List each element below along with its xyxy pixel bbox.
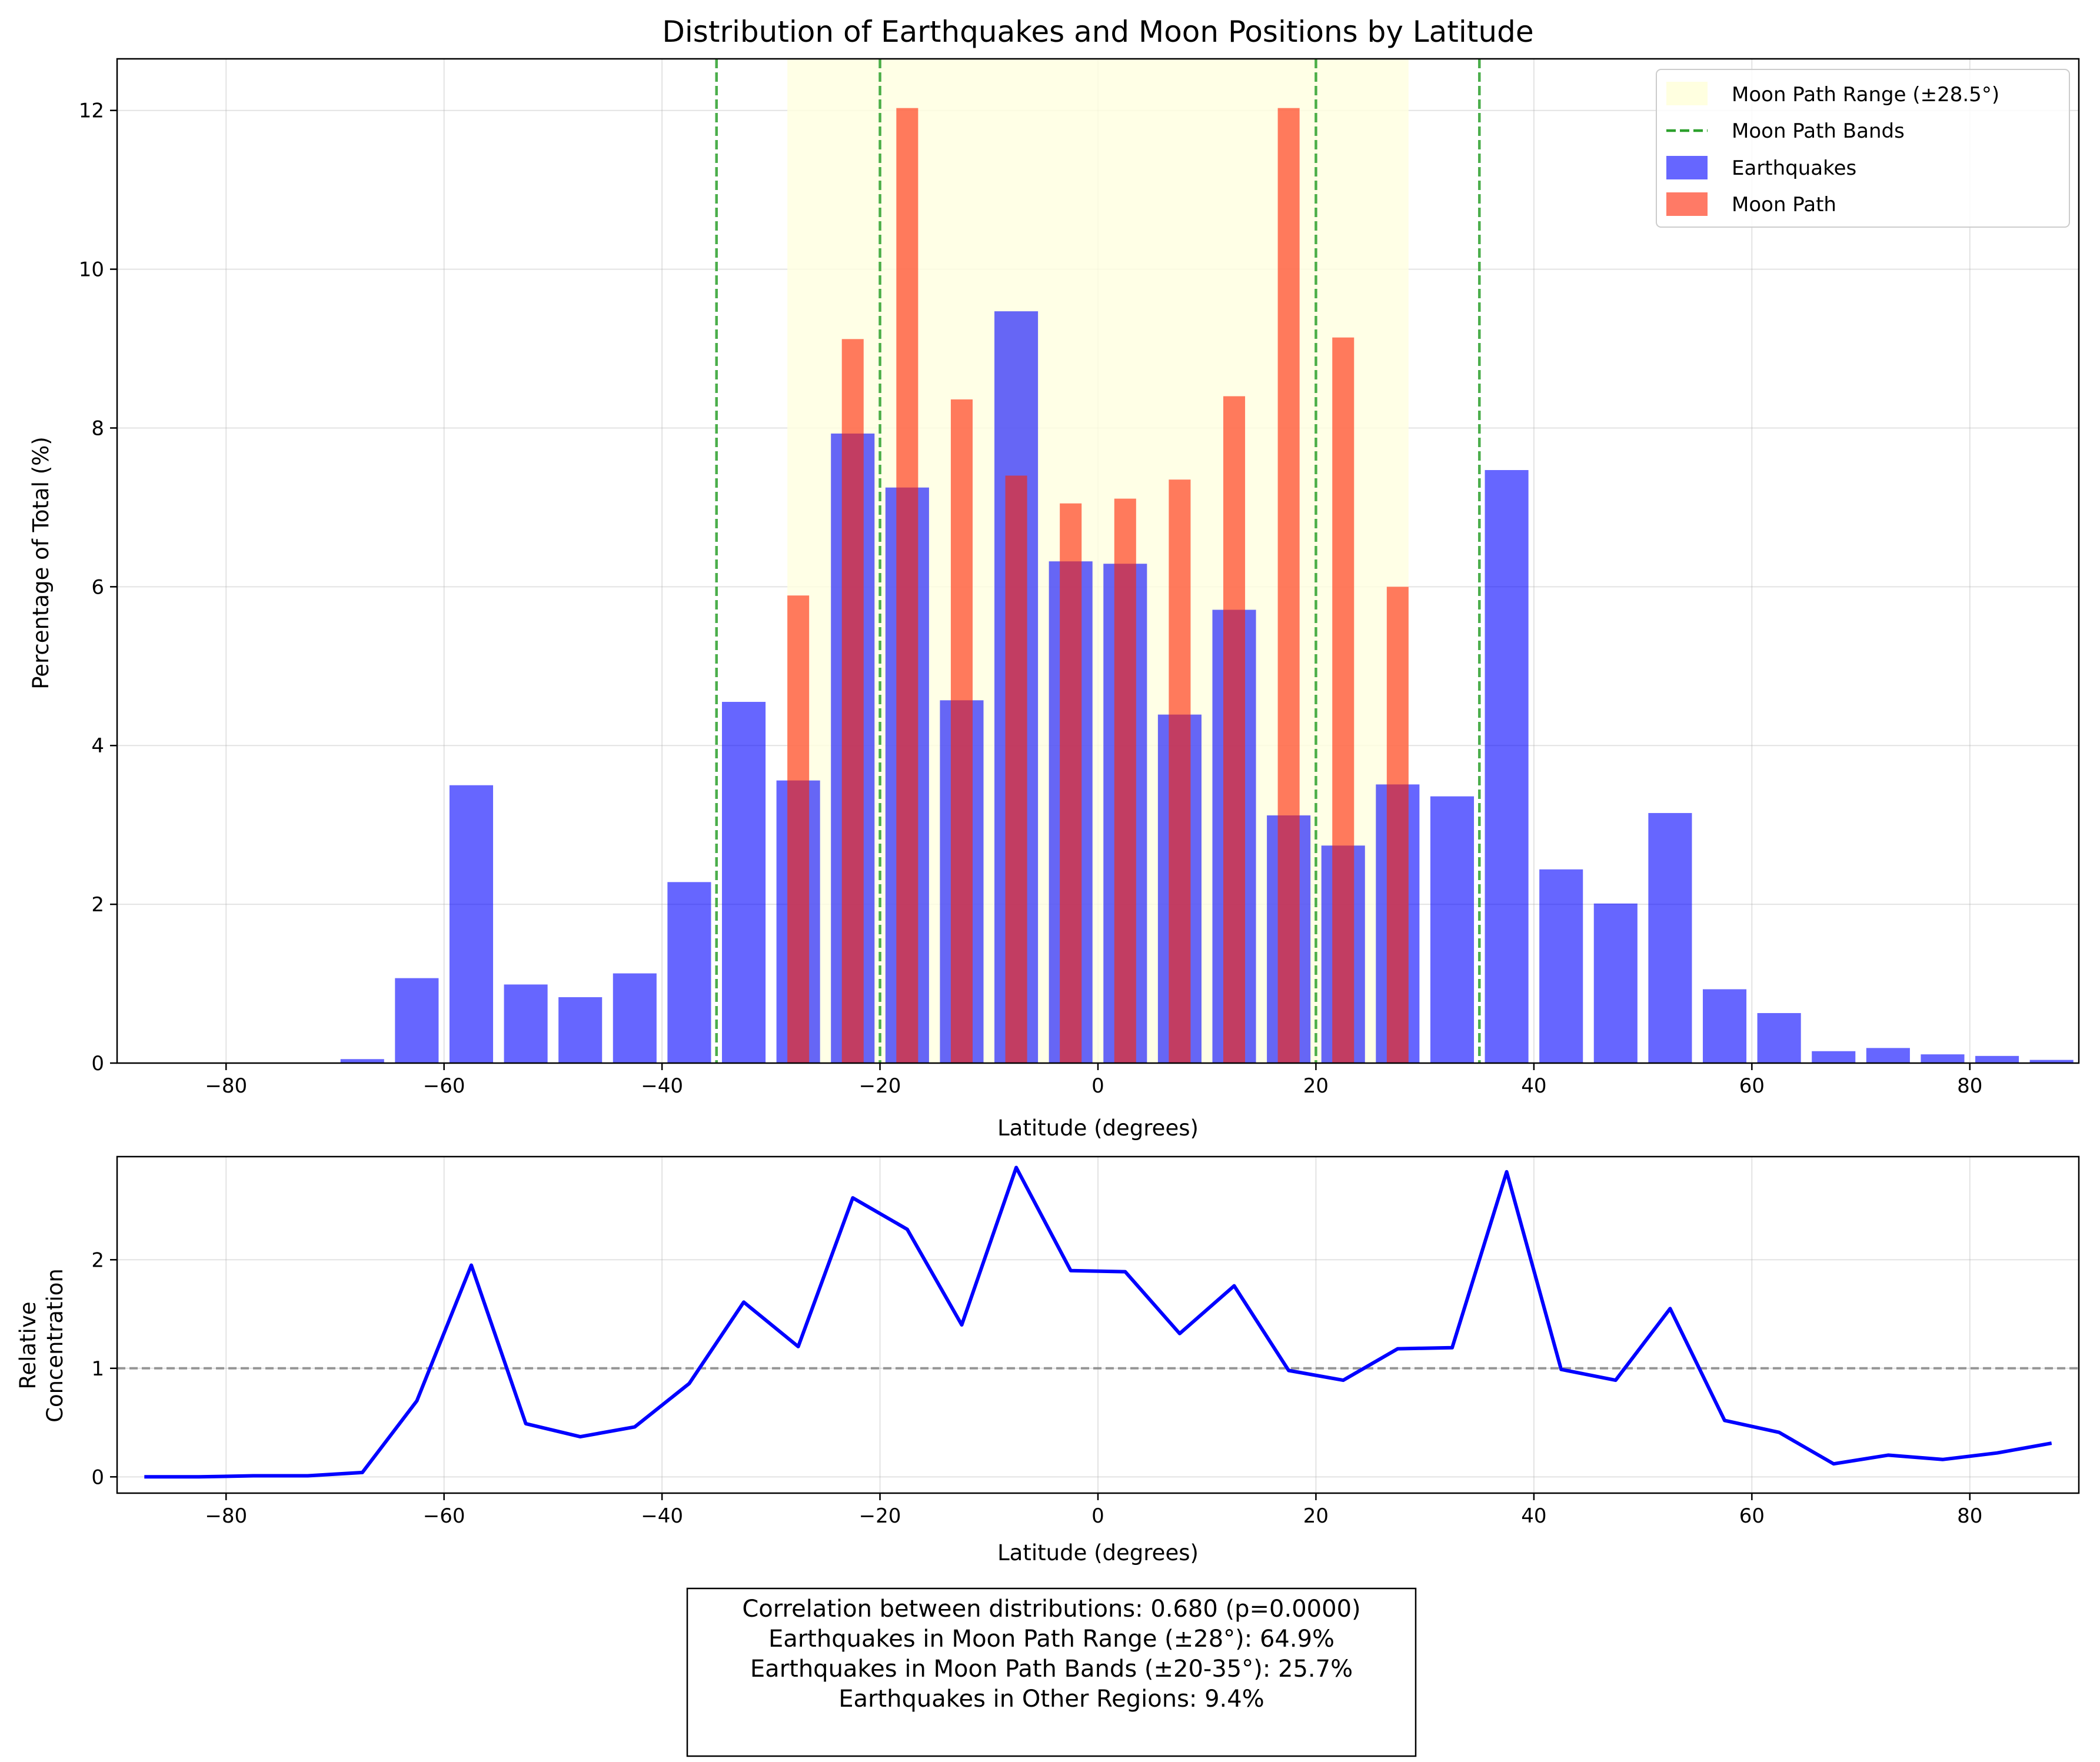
earthquake-bar	[558, 997, 603, 1063]
x-tick-label: −40	[641, 1504, 683, 1528]
earthquake-bar	[2029, 1060, 2074, 1063]
legend-swatch-moon-path	[1666, 192, 1708, 216]
x-tick-label: 80	[1957, 1504, 1982, 1528]
moon-path-bar	[1386, 587, 1409, 1063]
y-tick-label: 1	[91, 1357, 104, 1381]
stats-moon-path-range: Earthquakes in Moon Path Range (±28°): 6…	[768, 1626, 1334, 1653]
grid	[117, 1157, 2079, 1493]
y-tick-label: 6	[91, 575, 104, 599]
earthquake-bar	[449, 785, 494, 1063]
x-axis-label: Latitude (degrees)	[997, 1540, 1199, 1566]
moon-path-bar	[1169, 479, 1191, 1063]
stats-correlation: Correlation between distributions: 0.680…	[742, 1596, 1360, 1623]
legend-label-earthquakes: Earthquakes	[1732, 156, 1856, 180]
x-tick-label: −80	[205, 1074, 247, 1098]
legend-swatch-range	[1666, 82, 1708, 105]
earthquake-bar	[1921, 1054, 1965, 1063]
distribution-chart: Distribution of Earthquakes and Moon Pos…	[28, 15, 2080, 1141]
x-tick-label: 80	[1957, 1074, 1982, 1098]
stats-box: Correlation between distributions: 0.680…	[686, 1587, 1417, 1757]
x-tick-label: 0	[1091, 1504, 1104, 1528]
y-tick-label: 8	[91, 417, 104, 440]
legend-box	[1656, 69, 2070, 228]
y-tick-label: 0	[91, 1052, 104, 1075]
earthquake-bar	[1866, 1048, 1910, 1063]
moon-path-bar	[1277, 108, 1300, 1064]
moon-path-band-lines	[715, 59, 1481, 1063]
x-tick-label: 60	[1739, 1504, 1765, 1528]
earthquake-bar	[721, 702, 766, 1063]
earthquake-bar	[1539, 869, 1583, 1063]
x-tick-label: 60	[1739, 1074, 1765, 1098]
earthquake-bar	[1593, 903, 1638, 1063]
y-axis-ticks: 0 1 2	[91, 1248, 117, 1489]
moon-path-bar	[896, 108, 918, 1064]
x-tick-label: −60	[423, 1504, 465, 1528]
earthquake-bar	[1757, 1012, 1801, 1063]
moon-path-bar	[1114, 498, 1136, 1063]
earthquake-bar	[1702, 989, 1747, 1063]
stats-moon-path-bands: Earthquakes in Moon Path Bands (±20-35°)…	[750, 1656, 1353, 1683]
legend: Moon Path Range (±28.5°) Moon Path Bands…	[1656, 69, 2070, 228]
x-tick-label: −60	[423, 1074, 465, 1098]
x-tick-label: −80	[205, 1504, 247, 1528]
moon-path-bar	[841, 339, 864, 1063]
x-tick-label: 0	[1091, 1074, 1104, 1098]
x-tick-label: −20	[859, 1074, 901, 1098]
moon-path-bar	[1223, 396, 1246, 1063]
earthquake-bar	[1485, 469, 1529, 1063]
moon-path-bar	[1332, 337, 1354, 1064]
x-tick-label: 20	[1303, 1504, 1329, 1528]
earthquake-bar	[1648, 812, 1692, 1063]
earthquake-bar	[1430, 796, 1475, 1063]
moon-path-bars	[787, 108, 1409, 1064]
legend-swatch-earthquakes	[1666, 156, 1708, 179]
earthquake-bar	[340, 1059, 384, 1063]
x-axis-ticks: −80 −60 −40 −20 0 20 40 60 80	[205, 1493, 1982, 1528]
moon-path-bar	[787, 595, 810, 1063]
earthquake-bar	[613, 973, 657, 1063]
y-tick-label: 0	[91, 1465, 104, 1489]
stats-other-regions: Earthquakes in Other Regions: 9.4%	[838, 1686, 1264, 1713]
x-tick-label: −40	[641, 1074, 683, 1098]
x-tick-label: 40	[1521, 1074, 1546, 1098]
legend-label-bands: Moon Path Bands	[1732, 119, 1905, 143]
legend-label-moon-path: Moon Path	[1732, 193, 1836, 216]
legend-label-range: Moon Path Range (±28.5°)	[1732, 83, 1999, 106]
y-tick-label: 2	[91, 1248, 104, 1272]
moon-path-bar	[950, 399, 973, 1063]
moon-path-bar	[1005, 475, 1027, 1063]
relative-concentration-chart: −80 −60 −40 −20 0 20 40 60 80 0 1 2 Latitude (degr…	[15, 1155, 2080, 1566]
concentration-line	[144, 1165, 2052, 1479]
x-tick-label: −20	[859, 1504, 901, 1528]
earthquake-bar	[667, 882, 711, 1063]
chart-title: Distribution of Earthquakes and Moon Pos…	[662, 15, 1533, 49]
y-tick-label: 2	[91, 893, 104, 917]
y-axis-label: Percentage of Total (%)	[28, 437, 54, 690]
y-axis-ticks: 0 2 4 6 8 10 12	[79, 99, 117, 1075]
x-axis-ticks: −80 −60 −40 −20 0 20 40 60 80	[205, 1063, 1982, 1098]
earthquake-bar	[504, 984, 548, 1063]
x-axis-label: Latitude (degrees)	[997, 1115, 1199, 1141]
x-tick-label: 20	[1303, 1074, 1329, 1098]
earthquake-bar	[1812, 1051, 1856, 1063]
y-axis-label-line-1: Relative	[15, 1301, 41, 1389]
earthquake-bar	[1975, 1055, 2019, 1063]
x-tick-label: 40	[1521, 1504, 1546, 1528]
y-tick-label: 4	[91, 734, 104, 758]
y-axis-label-line-2: Concentration	[42, 1268, 68, 1423]
moon-path-bar	[1060, 503, 1082, 1063]
earthquake-bar	[395, 978, 439, 1063]
y-tick-label: 12	[79, 99, 104, 123]
stats-frame	[686, 1587, 1417, 1757]
y-tick-label: 10	[79, 258, 104, 282]
